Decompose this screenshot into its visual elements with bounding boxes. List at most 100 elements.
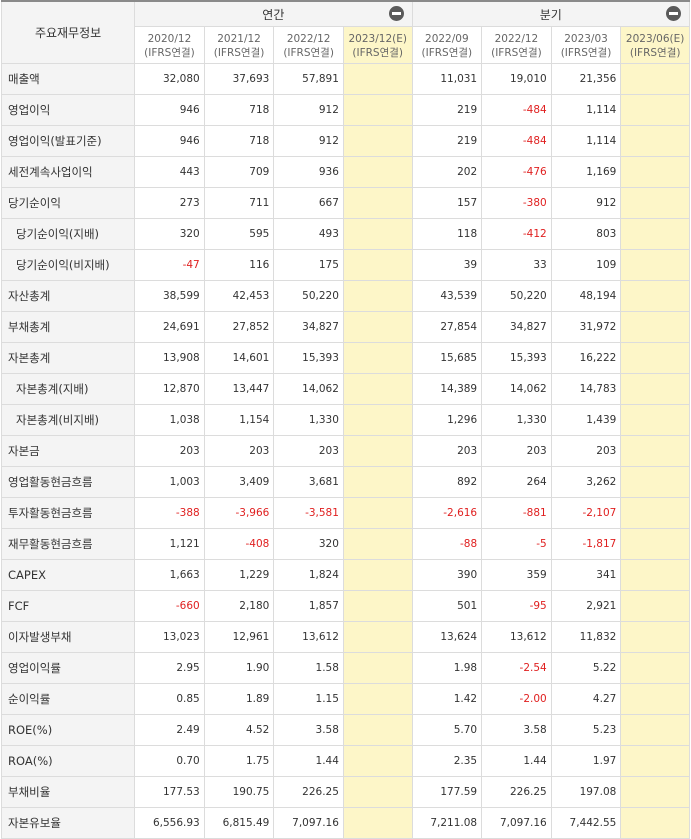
value-cell [620,621,690,653]
table-row: 당기순이익(비지배) -47 116 175 39 33 109 [0,249,690,281]
value-cell [342,373,413,405]
value-cell [342,404,413,436]
value-cell: 7,211.08 [411,807,483,839]
table-row: ROA(%) 0.70 1.75 1.44 2.35 1.44 1.97 [0,745,690,777]
period-basis: (IFRS연결) [283,47,334,59]
row-label: 순이익률 [0,683,136,715]
table-row: 매출액 32,080 37,693 57,891 11,031 19,010 21,356 [0,63,690,95]
value-cell [620,63,690,95]
value-cell: 203 [550,435,622,467]
value-cell [342,125,413,157]
value-cell: -2.00 [481,683,552,715]
value-cell: 203 [481,435,552,467]
annual-group-header: 연간 [134,0,413,27]
collapse-quarterly-icon[interactable] [666,6,681,21]
table-row: 자본총계(지배) 12,870 13,447 14,062 14,389 14,062 14… [0,373,690,405]
value-cell: -484 [481,125,552,157]
value-cell: 667 [273,187,344,219]
period-basis: (IFRS연결) [352,47,404,59]
row-label: 영업이익(발표기준) [0,125,136,157]
row-label: ROE(%) [0,714,136,746]
row-label: 자본총계 [0,342,136,374]
value-cell: -47 [134,249,205,281]
value-cell [620,125,690,157]
value-cell: 2.95 [134,652,205,684]
value-cell: 264 [481,466,552,498]
value-cell: 1,330 [481,404,552,436]
table-row: 자본총계(비지배) 1,038 1,154 1,330 1,296 1,330 1,439 [0,404,690,436]
value-cell: 2.49 [134,714,205,746]
value-cell: 1,229 [203,559,275,591]
value-cell: 912 [550,187,622,219]
value-cell [620,714,690,746]
period-header: 2022/12 (IFRS연결) [273,26,344,64]
period-date: 2022/12 [286,33,331,45]
value-cell: 12,870 [134,373,205,405]
table-row: 자본총계 13,908 14,601 15,393 15,685 15,393 16,222 [0,342,690,374]
value-cell: -3,966 [203,497,275,529]
value-cell: -2.54 [481,652,552,684]
table-row: 부채총계 24,691 27,852 34,827 27,854 34,827 31,972 [0,311,690,343]
row-label: 부채비율 [0,776,136,808]
value-cell [342,559,413,591]
value-cell: 718 [203,125,275,157]
value-cell: 11,031 [411,63,483,95]
collapse-annual-icon[interactable] [388,6,404,21]
value-cell: 1.58 [273,652,344,684]
period-basis: (IFRS연결) [491,47,542,59]
value-cell [342,621,413,653]
value-cell: 892 [411,466,483,498]
value-cell: 14,601 [203,342,275,374]
table-row: 영업활동현금흐름 1,003 3,409 3,681 892 264 3,262 [0,466,690,498]
row-label: 이자발생부채 [0,621,136,653]
value-cell: 7,097.16 [273,807,344,839]
value-cell: -95 [481,590,552,622]
value-cell: 219 [411,125,483,157]
period-header: 2022/09 (IFRS연결) [411,26,483,64]
table-row: 부채비율 177.53 190.75 226.25 177.59 226.25 197.08 [0,776,690,808]
value-cell: -412 [481,218,552,250]
value-cell: -408 [203,528,275,560]
value-cell: 3,681 [273,466,344,498]
row-label: 자본총계(비지배) [0,404,136,436]
value-cell: 13,908 [134,342,205,374]
period-basis: (IFRS연결) [213,47,265,59]
value-cell: 32,080 [134,63,205,95]
value-cell: 13,447 [203,373,275,405]
value-cell: 116 [203,249,275,281]
table-row: 세전계속사업이익 443 709 936 202 -476 1,169 [0,156,690,188]
row-label: 자본금 [0,435,136,467]
period-basis: (IFRS연결) [629,47,681,59]
value-cell: 1.90 [203,652,275,684]
value-cell: 1.15 [273,683,344,715]
row-label: 세전계속사업이익 [0,156,136,188]
table-row: 영업이익 946 718 912 219 -484 1,114 [0,94,690,126]
value-cell: 14,389 [411,373,483,405]
value-cell: 39 [411,249,483,281]
value-cell: 203 [203,435,275,467]
value-cell: -1,817 [550,528,622,560]
value-cell: 3.58 [481,714,552,746]
table-row: 이자발생부채 13,023 12,961 13,612 13,624 13,612 11,8… [0,621,690,653]
row-label: ROA(%) [0,745,136,777]
value-cell: 0.70 [134,745,205,777]
period-header: 2020/12 (IFRS연결) [134,26,205,64]
value-cell: 13,023 [134,621,205,653]
value-cell [342,652,413,684]
value-cell [620,559,690,591]
value-cell: 0.85 [134,683,205,715]
row-label: 매출액 [0,63,136,95]
table-row: 자본유보율 6,556.93 6,815.49 7,097.16 7,211.08 7,0… [0,807,690,839]
value-cell: 42,453 [203,280,275,312]
value-cell: 1,114 [550,125,622,157]
value-cell: 803 [550,218,622,250]
table-row: 재무활동현금흐름 1,121 -408 320 -88 -5 -1,817 [0,528,690,560]
value-cell: -484 [481,94,552,126]
value-cell: 19,010 [481,63,552,95]
value-cell: 2,180 [203,590,275,622]
value-cell: 21,356 [550,63,622,95]
value-cell: 109 [550,249,622,281]
table-row: 순이익률 0.85 1.89 1.15 1.42 -2.00 4.27 [0,683,690,715]
value-cell: 936 [273,156,344,188]
value-cell [342,714,413,746]
